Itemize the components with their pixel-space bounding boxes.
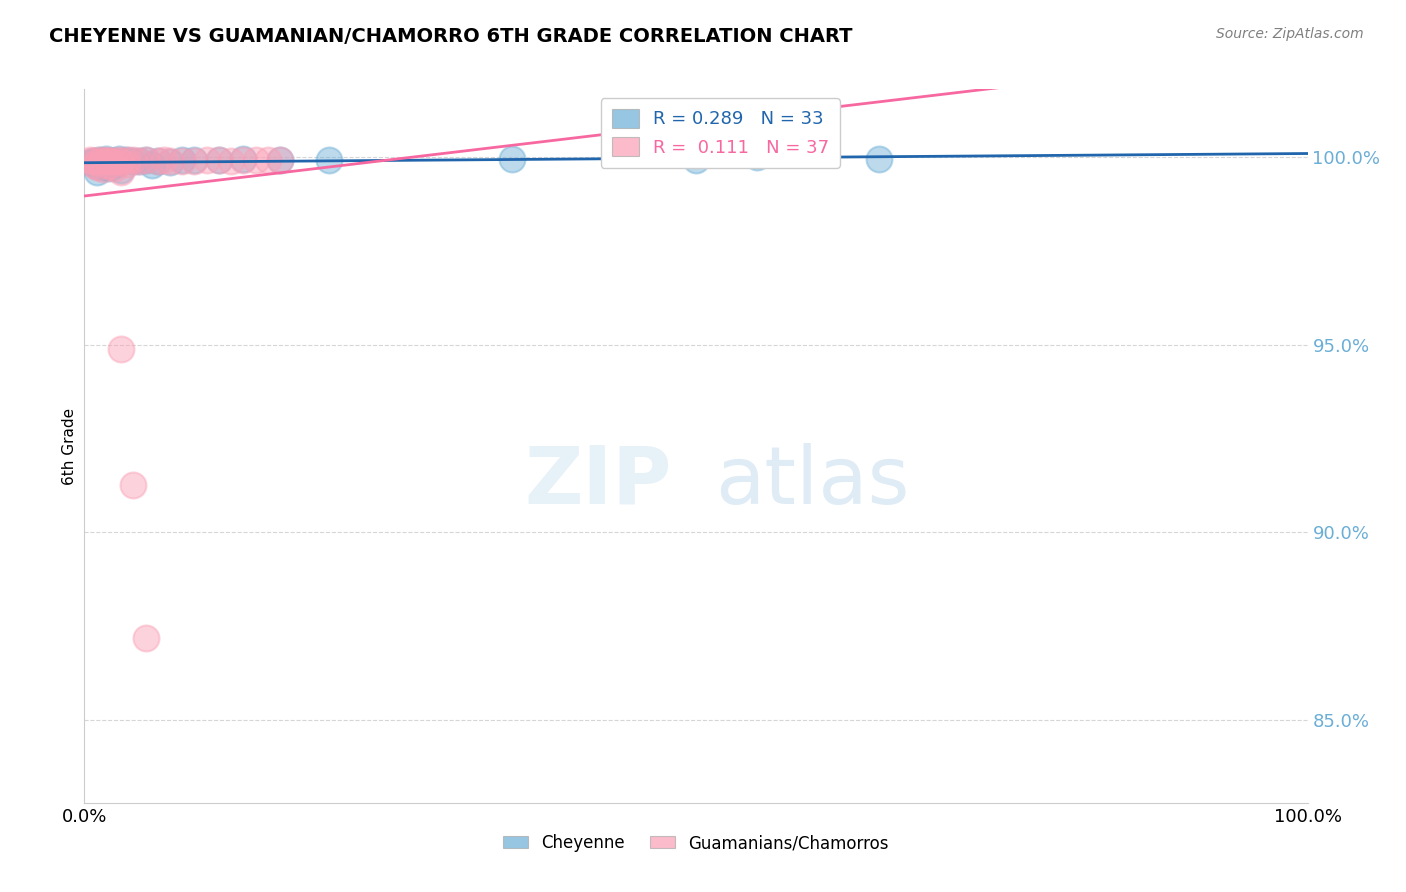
- Point: [110, 155, 132, 169]
- Point: [122, 478, 145, 492]
- Point: [104, 154, 127, 169]
- Point: [135, 631, 157, 645]
- Point: [87, 153, 110, 167]
- Point: [269, 153, 291, 167]
- Point: [269, 153, 291, 167]
- Point: [91, 161, 114, 176]
- Point: [97, 159, 120, 173]
- Point: [115, 153, 138, 167]
- Point: [135, 153, 157, 167]
- Point: [82, 154, 104, 169]
- Text: atlas: atlas: [716, 442, 910, 521]
- Point: [104, 161, 127, 175]
- Point: [83, 153, 105, 168]
- Text: CHEYENNE VS GUAMANIAN/CHAMORRO 6TH GRADE CORRELATION CHART: CHEYENNE VS GUAMANIAN/CHAMORRO 6TH GRADE…: [49, 27, 852, 45]
- Point: [245, 153, 267, 167]
- Point: [86, 159, 108, 173]
- Point: [96, 153, 118, 167]
- Point: [128, 154, 150, 169]
- Point: [128, 154, 150, 169]
- Point: [146, 153, 169, 168]
- Point: [83, 158, 105, 172]
- Point: [232, 152, 254, 166]
- Point: [87, 153, 110, 167]
- Point: [502, 152, 524, 166]
- Point: [685, 153, 707, 167]
- Legend: Cheyenne, Guamanians/Chamorros: Cheyenne, Guamanians/Chamorros: [496, 828, 896, 859]
- Point: [97, 154, 120, 169]
- Point: [115, 153, 138, 167]
- Point: [110, 155, 132, 169]
- Point: [107, 152, 129, 166]
- Point: [318, 153, 340, 167]
- Point: [153, 153, 176, 167]
- Point: [110, 342, 132, 356]
- Point: [91, 154, 114, 169]
- Point: [146, 154, 169, 169]
- Point: [183, 153, 205, 168]
- Point: [141, 158, 163, 172]
- Point: [91, 161, 114, 175]
- Point: [122, 153, 145, 168]
- Point: [257, 153, 280, 167]
- Point: [104, 154, 127, 169]
- Point: [79, 153, 101, 167]
- Text: ZIP: ZIP: [524, 442, 672, 521]
- Point: [115, 156, 138, 170]
- Point: [172, 153, 194, 167]
- Point: [100, 153, 122, 168]
- Point: [232, 153, 254, 167]
- Point: [100, 153, 122, 168]
- Point: [97, 155, 120, 169]
- Point: [869, 152, 891, 166]
- Point: [96, 152, 118, 166]
- Point: [208, 153, 231, 167]
- Point: [110, 163, 132, 178]
- Point: [159, 154, 181, 169]
- Point: [195, 153, 218, 167]
- Point: [122, 153, 145, 167]
- Point: [79, 155, 101, 169]
- Point: [183, 153, 205, 167]
- Point: [86, 165, 108, 179]
- Point: [104, 158, 127, 172]
- Point: [91, 154, 114, 169]
- Point: [107, 153, 129, 167]
- Point: [159, 155, 181, 169]
- Point: [86, 161, 108, 175]
- Point: [208, 153, 231, 167]
- Text: Source: ZipAtlas.com: Source: ZipAtlas.com: [1216, 27, 1364, 41]
- Y-axis label: 6th Grade: 6th Grade: [62, 408, 77, 484]
- Point: [110, 165, 132, 179]
- Point: [172, 153, 194, 168]
- Point: [747, 150, 769, 164]
- Point: [97, 161, 120, 175]
- Point: [219, 153, 242, 168]
- Point: [86, 155, 108, 169]
- Point: [135, 153, 157, 167]
